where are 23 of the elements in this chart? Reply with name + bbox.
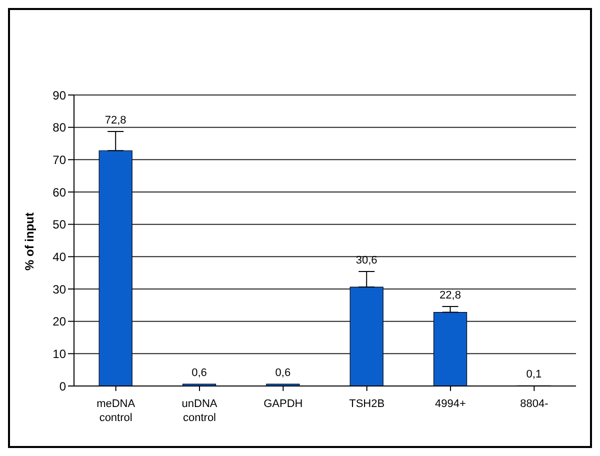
x-tick-label: unDNA control	[182, 398, 218, 424]
y-tick-label: 80	[52, 120, 66, 135]
y-tick-label: 60	[52, 185, 66, 200]
x-tick-label: 8804-	[520, 398, 549, 410]
y-tick-label: 70	[52, 152, 66, 167]
data-label: 30,6	[356, 254, 378, 267]
y-tick-label: 40	[52, 250, 66, 264]
x-tick-label: GAPDH	[264, 398, 303, 410]
x-tick-label: meDNA control	[96, 398, 136, 424]
y-tick-label: 50	[52, 218, 66, 232]
y-axis-title: % of input	[22, 212, 36, 270]
data-label: 72,8	[104, 114, 126, 127]
y-tick-label: 90	[52, 88, 66, 102]
x-tick-label: 4994+	[435, 398, 466, 410]
x-tick-label: TSH2B	[349, 398, 385, 410]
y-tick-label: 30	[52, 282, 66, 296]
data-label: 0,6	[275, 367, 291, 380]
y-tick-label: 20	[52, 314, 66, 329]
data-label: 0,1	[526, 368, 542, 381]
data-label: 0,6	[192, 367, 207, 380]
data-label: 22,8	[440, 289, 461, 302]
y-tick-label: 0	[59, 379, 66, 394]
y-tick-label: 10	[52, 346, 66, 361]
